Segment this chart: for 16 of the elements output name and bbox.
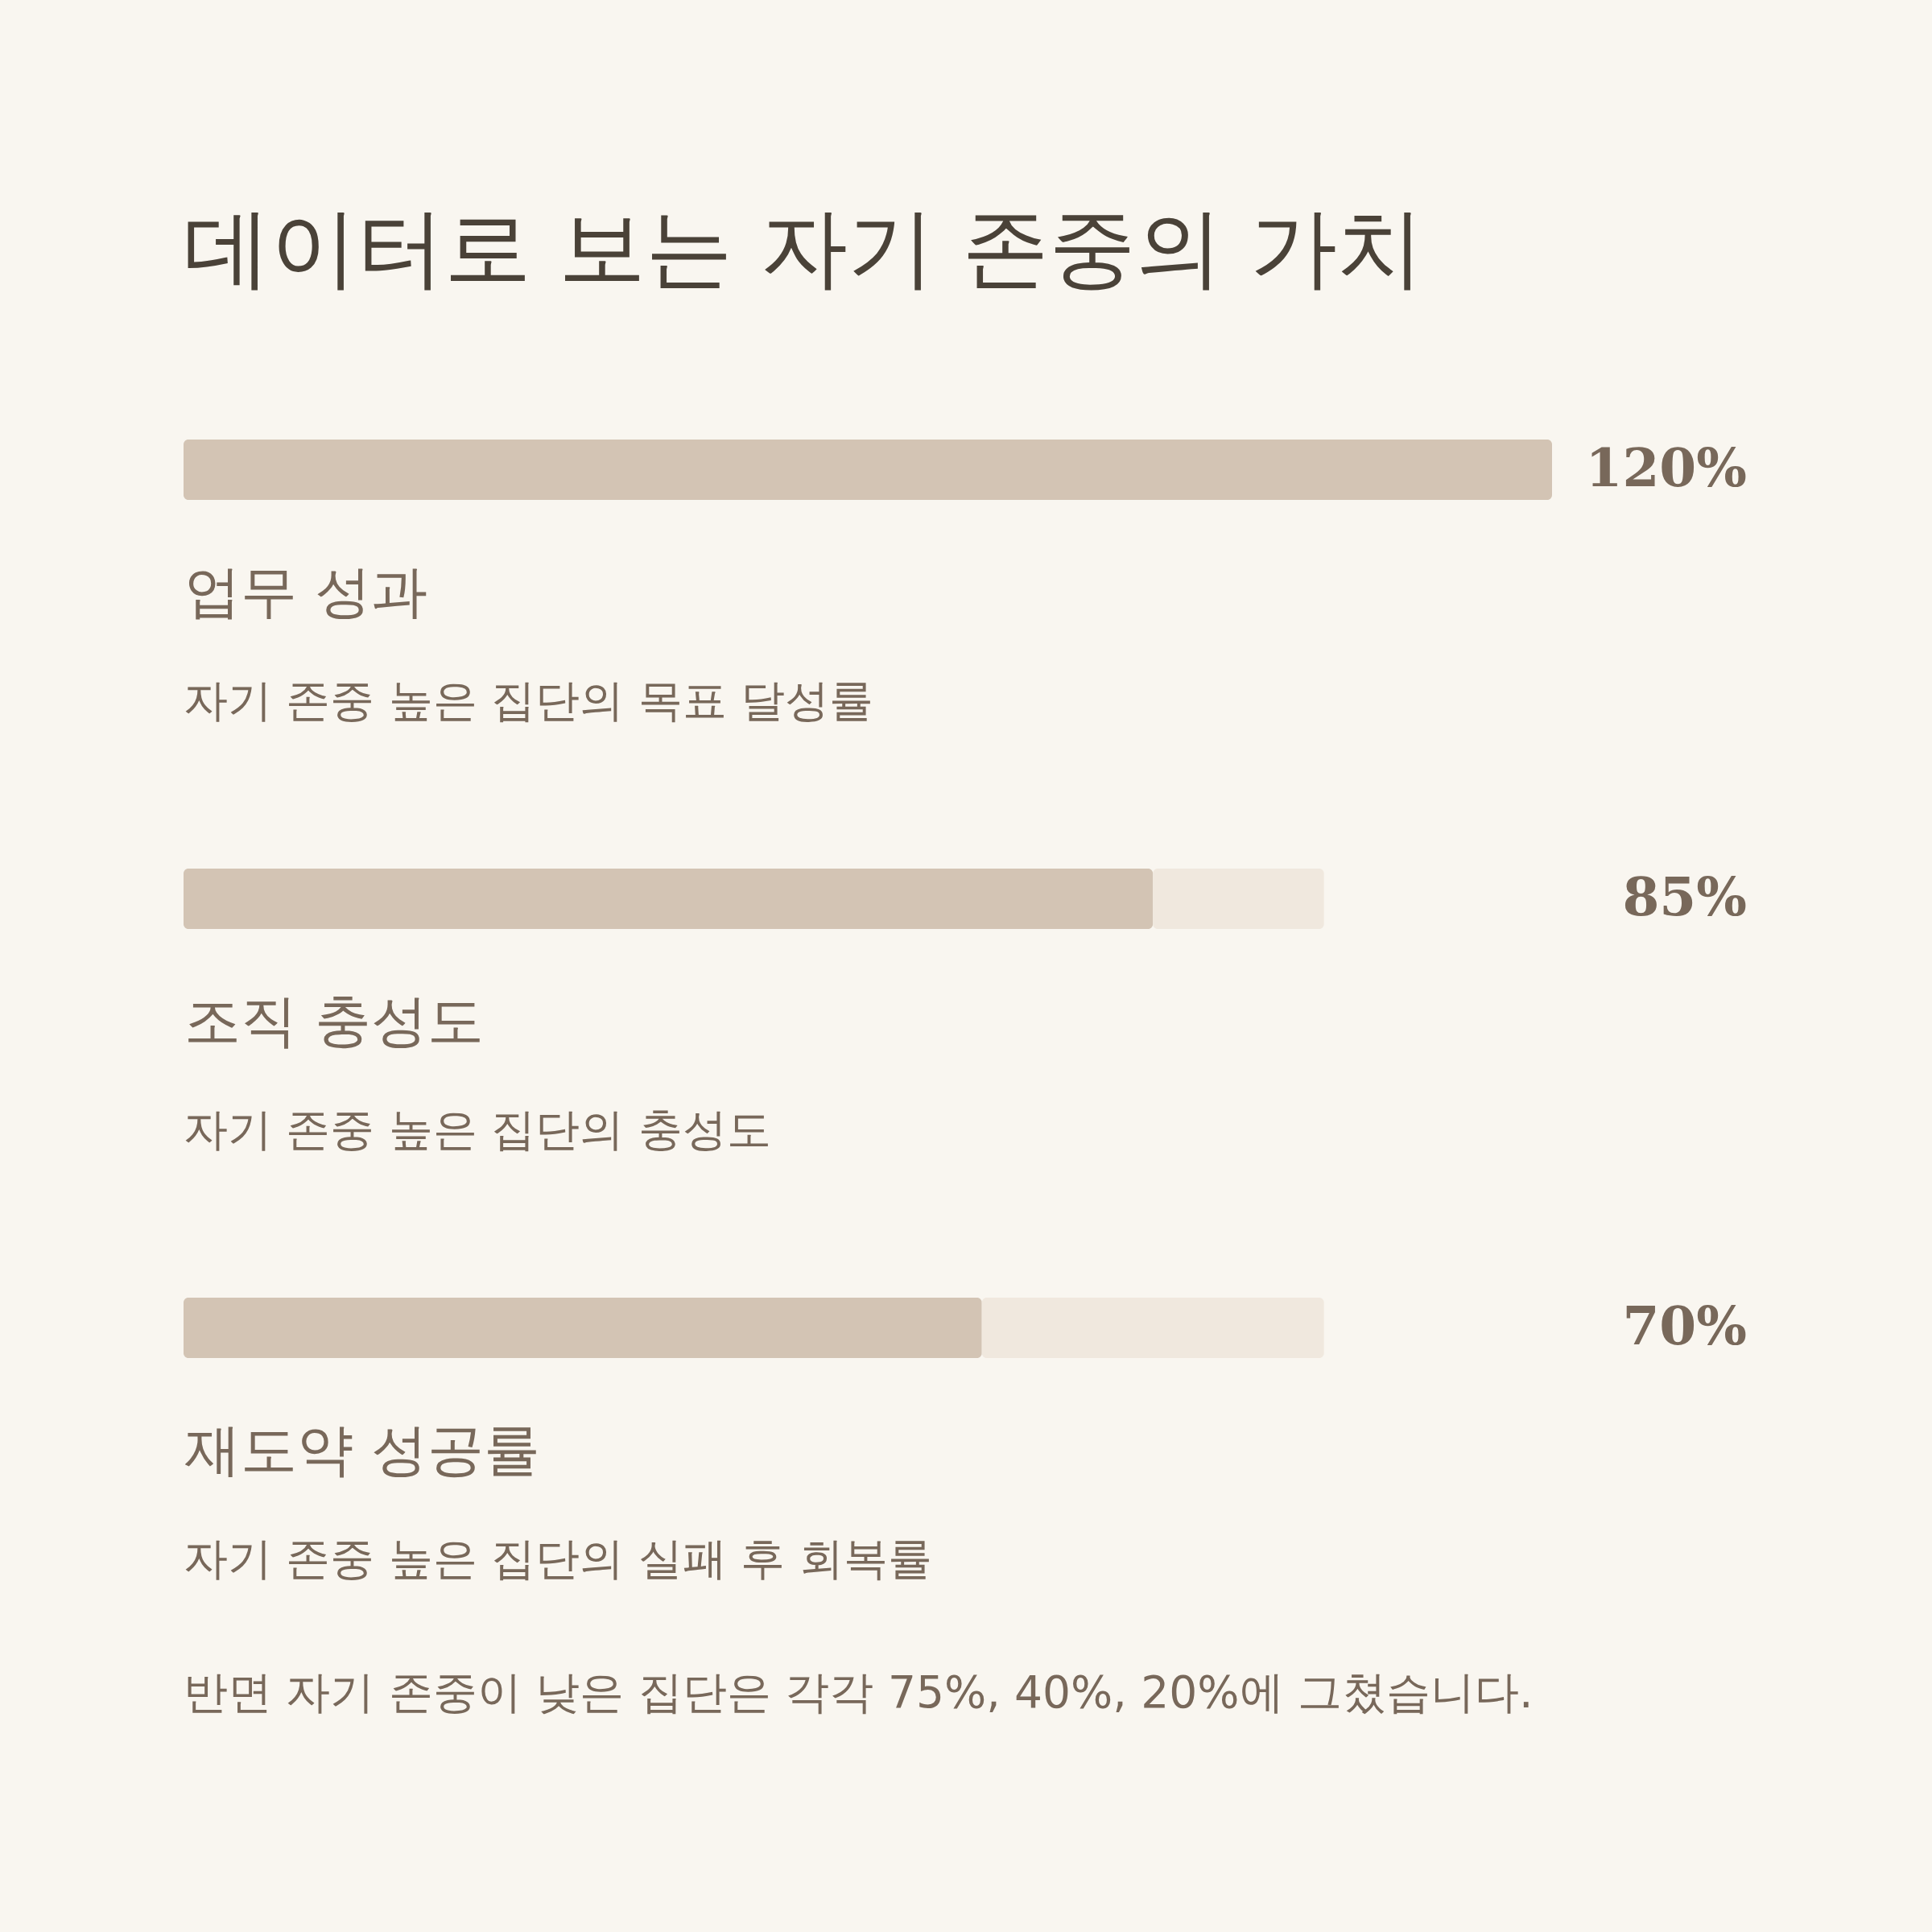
bar: [184, 440, 1552, 500]
bar: [1153, 869, 1324, 929]
annotation: 자기 존중 높은 집단의 충성도: [184, 1104, 771, 1155]
text: 반면 자기 존중이 낮은 집단은 각각 75%, 40%, 20%에 그쳤습니다.: [184, 1666, 1534, 1718]
annotation: 자기 존중 높은 집단의 실패 후 회복률: [184, 1533, 932, 1584]
data-label: 70%: [1622, 1294, 1747, 1357]
y-tick-label: 조직 충성도: [184, 988, 484, 1054]
bar: [981, 1298, 1324, 1358]
data-label: 120%: [1585, 436, 1747, 499]
y-tick-label: 재도약 성공률: [184, 1417, 540, 1483]
annotation: 자기 존중 높은 집단의 목표 달성률: [184, 675, 874, 726]
bar: [184, 1298, 982, 1358]
chart-title: 데이터로 보는 자기 존중의 가치: [184, 197, 1425, 298]
data-label: 85%: [1622, 865, 1747, 928]
bar: [184, 869, 1154, 929]
y-tick-label: 업무 성과: [184, 559, 427, 625]
